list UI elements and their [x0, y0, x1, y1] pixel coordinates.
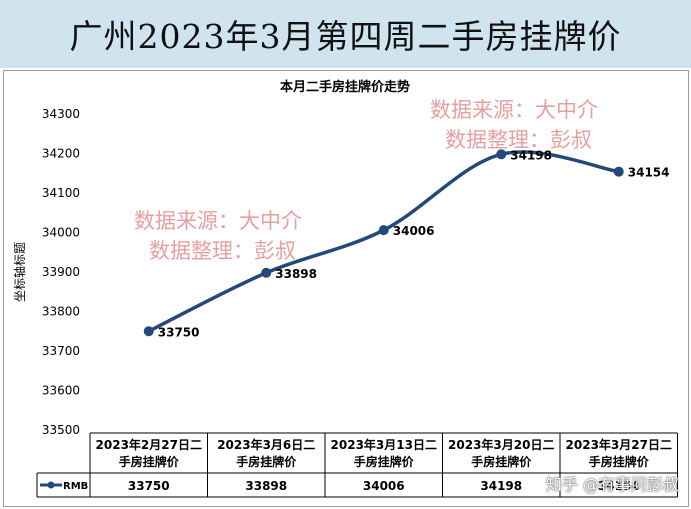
watermark-line: 数据来源：大中介 [134, 209, 302, 233]
watermark-source: 数据来源：大中介 数据整理：彭叔 [134, 206, 302, 266]
data-label: 34006 [393, 224, 435, 238]
x-category-label: 手房挂牌价 [119, 454, 180, 469]
table-value: 33750 [128, 479, 170, 493]
data-point [143, 326, 154, 337]
x-category-label: 2023年3月6日二 [217, 437, 315, 452]
zhihu-watermark: 知乎 @有事问彭叔 [545, 475, 679, 494]
banner-title: 广州2023年3月第四周二手房挂牌价 [69, 17, 622, 56]
table-value: 34154 [598, 479, 640, 493]
data-label: 33750 [158, 325, 200, 339]
title-banner: 广州2023年3月第四周二手房挂牌价 [0, 0, 691, 68]
table-value: 33898 [245, 479, 287, 493]
x-category-label: 2023年3月27日二 [566, 437, 672, 452]
x-category-label: 手房挂牌价 [236, 454, 297, 469]
table-value: 34006 [363, 479, 405, 493]
legend-label: RMB [63, 481, 88, 492]
data-point [378, 225, 389, 236]
y-tick-label: 34200 [42, 147, 80, 161]
y-tick-label: 33900 [42, 265, 80, 279]
data-point [613, 166, 624, 177]
y-tick-label: 34100 [42, 186, 80, 200]
x-category-label: 手房挂牌价 [471, 454, 532, 469]
chart-panel [3, 70, 689, 507]
data-label: 34198 [510, 148, 552, 162]
data-label: 33898 [275, 267, 317, 281]
x-category-label: 手房挂牌价 [354, 454, 415, 469]
table-value: 34198 [480, 479, 522, 493]
data-point [496, 149, 507, 160]
y-tick-label: 33600 [42, 384, 80, 398]
y-tick-label: 33700 [42, 344, 80, 358]
watermark-line: 数据来源：大中介 [430, 98, 598, 122]
x-category-label: 2023年3月13日二 [331, 437, 437, 452]
x-category-label: 2023年3月20日二 [448, 437, 554, 452]
data-labels: 33750 33898 34006 34198 34154 [158, 148, 670, 339]
y-axis-title: 坐标轴标题 [12, 242, 27, 302]
y-tick-labels: 33500 33600 33700 33800 33900 34000 34100 34200… [42, 107, 80, 437]
data-point [261, 267, 272, 278]
watermark-line: 数据整理：彭叔 [149, 239, 296, 263]
data-table: 2023年2月27日二手房挂牌价337502023年3月6日二手房挂牌价3389… [36, 432, 678, 498]
watermark-line: 数据整理：彭叔 [445, 128, 592, 152]
x-category-label: 手房挂牌价 [589, 454, 650, 469]
y-tick-label: 34300 [42, 107, 80, 121]
watermark-source: 数据来源：大中介 数据整理：彭叔 [430, 95, 598, 155]
y-tick-label: 33800 [42, 305, 80, 319]
legend-marker [47, 481, 55, 489]
chart-title: 本月二手房挂牌价走势 [280, 79, 410, 95]
y-tick-label: 33500 [42, 423, 80, 437]
data-points [143, 149, 624, 337]
data-label: 34154 [628, 166, 670, 180]
x-category-label: 2023年2月27日二 [96, 437, 202, 452]
y-tick-label: 34000 [42, 226, 80, 240]
